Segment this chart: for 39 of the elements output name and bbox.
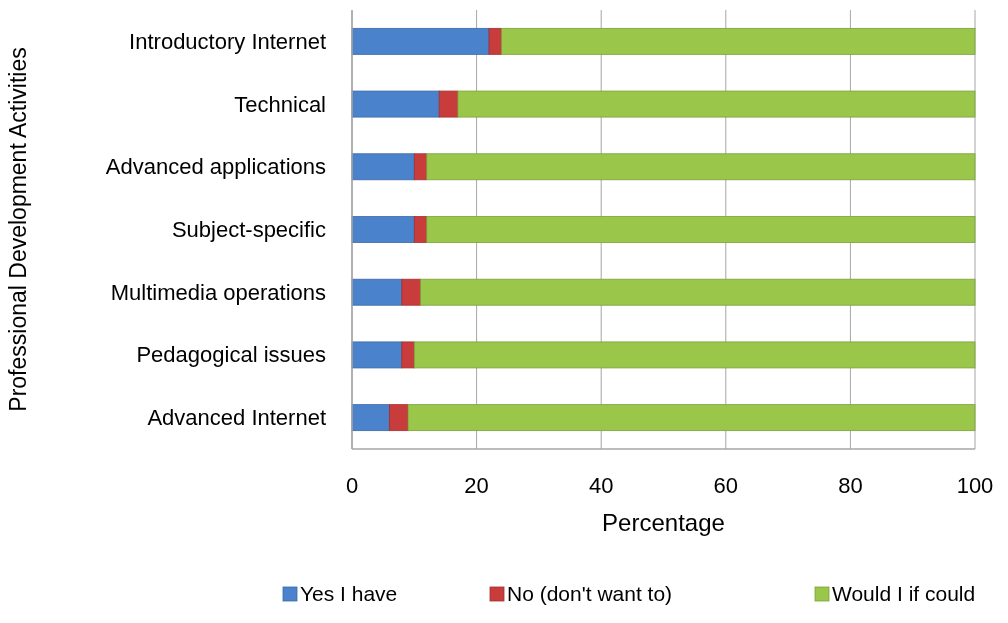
bar bbox=[388, 404, 409, 432]
x-tick-label: 0 bbox=[345, 473, 359, 498]
bar bbox=[426, 153, 976, 181]
bar bbox=[407, 404, 976, 432]
bar bbox=[401, 278, 421, 306]
y-axis-title: Professional Development Activities bbox=[5, 47, 31, 412]
bar bbox=[351, 341, 403, 369]
y-tick-label: Subject-specific bbox=[171, 217, 326, 242]
bar bbox=[351, 404, 390, 432]
bar bbox=[438, 90, 459, 118]
bar bbox=[426, 216, 976, 243]
x-tick-label: 40 bbox=[588, 473, 614, 498]
y-tick-label: Introductory Internet bbox=[129, 28, 326, 54]
x-tick-label: 100 bbox=[956, 473, 994, 498]
bar bbox=[351, 216, 415, 243]
bar bbox=[501, 27, 976, 55]
y-tick-label: Advanced Internet bbox=[147, 405, 326, 431]
y-tick-label: Multimedia operations bbox=[110, 279, 326, 305]
x-tick-label: 20 bbox=[464, 473, 489, 498]
bar bbox=[413, 153, 428, 181]
bar bbox=[413, 341, 976, 369]
bar bbox=[351, 278, 403, 306]
bar bbox=[351, 27, 490, 55]
y-tick-label: Pedagogical issues bbox=[136, 342, 326, 368]
bar bbox=[351, 153, 415, 181]
bar bbox=[351, 90, 440, 118]
bar bbox=[457, 90, 976, 118]
y-tick-label: Technical bbox=[234, 91, 326, 117]
x-tick-label: 80 bbox=[838, 473, 863, 498]
bar bbox=[488, 27, 502, 55]
legend-label: Would I if could bbox=[832, 582, 976, 605]
bar bbox=[401, 341, 415, 369]
legend-label: No (don't want to) bbox=[507, 582, 673, 605]
bar bbox=[413, 216, 428, 243]
x-axis-title: Percentage bbox=[602, 509, 725, 536]
y-tick-label: Advanced applications bbox=[105, 154, 326, 180]
legend-label: Yes I have bbox=[300, 582, 398, 605]
bar bbox=[420, 278, 976, 306]
x-tick-label: 60 bbox=[713, 473, 739, 498]
